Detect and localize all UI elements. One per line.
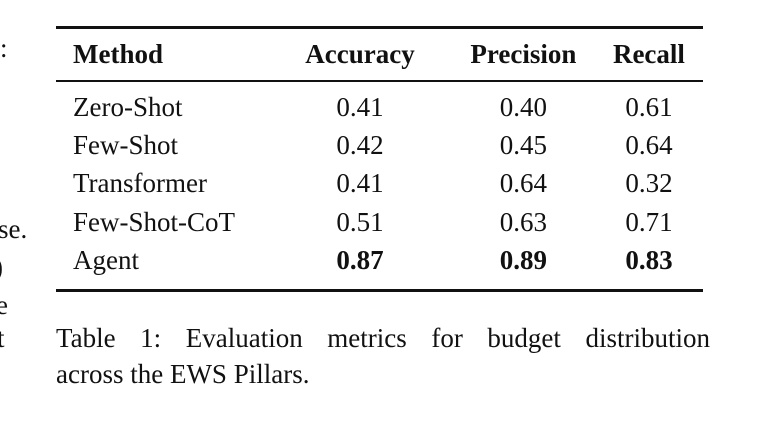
table-header-row: Method Accuracy Precision Recall	[56, 29, 703, 80]
accuracy-cell: 0.41	[336, 168, 384, 199]
left-column-text-fragment: e	[0, 290, 8, 320]
column-header-precision: Precision	[470, 39, 577, 69]
recall-cell: 0.83	[625, 245, 673, 276]
precision-cell: 0.63	[499, 206, 548, 237]
evaluation-metrics-table: Method Accuracy Precision Recall Zero-Sh…	[56, 29, 703, 280]
table-bottom-rule	[56, 289, 703, 292]
column-header-accuracy: Accuracy	[305, 39, 415, 69]
recall-cell: 0.61	[625, 91, 673, 122]
left-column-text-fragment: :	[0, 33, 8, 63]
method-cell: Few-Shot-CoT	[73, 206, 235, 237]
recall-cell: 0.64	[625, 129, 673, 160]
recall-cell: 0.71	[625, 206, 673, 237]
table-row: Agent 0.87 0.89 0.83	[56, 242, 703, 281]
accuracy-cell: 0.42	[336, 129, 384, 160]
method-cell: Agent	[73, 245, 139, 276]
table-header-rule	[56, 80, 703, 82]
table-row: Few-Shot 0.42 0.45 0.64	[56, 126, 703, 165]
table-row: Transformer 0.41 0.64 0.32	[56, 165, 703, 204]
precision-cell: 0.40	[499, 91, 548, 122]
table-caption-line: across the EWS Pillars.	[56, 359, 310, 389]
left-column-text-fragment: se.	[0, 214, 28, 244]
table-caption: Table 1: Evaluation metrics for budget d…	[56, 320, 710, 392]
table-top-rule	[56, 26, 703, 29]
recall-cell: 0.32	[625, 168, 673, 199]
precision-cell: 0.89	[499, 245, 548, 276]
accuracy-cell: 0.51	[336, 206, 384, 237]
accuracy-cell: 0.41	[336, 91, 384, 122]
method-cell: Zero-Shot	[73, 91, 183, 122]
precision-cell: 0.64	[499, 168, 548, 199]
column-header-recall: Recall	[612, 39, 685, 69]
left-column-text-fragment: t	[0, 323, 5, 353]
method-cell: Transformer	[73, 168, 207, 199]
method-cell: Few-Shot	[73, 129, 179, 160]
table-row: Zero-Shot 0.41 0.40 0.61	[56, 80, 703, 126]
accuracy-cell: 0.87	[336, 245, 384, 276]
table-row: Few-Shot-CoT 0.51 0.63 0.71	[56, 203, 703, 242]
precision-cell: 0.45	[499, 129, 548, 160]
column-header-method: Method	[73, 39, 163, 69]
left-column-text-fragment: )	[0, 252, 3, 282]
table-caption-line: Table 1: Evaluation metrics for budget d…	[56, 323, 710, 353]
